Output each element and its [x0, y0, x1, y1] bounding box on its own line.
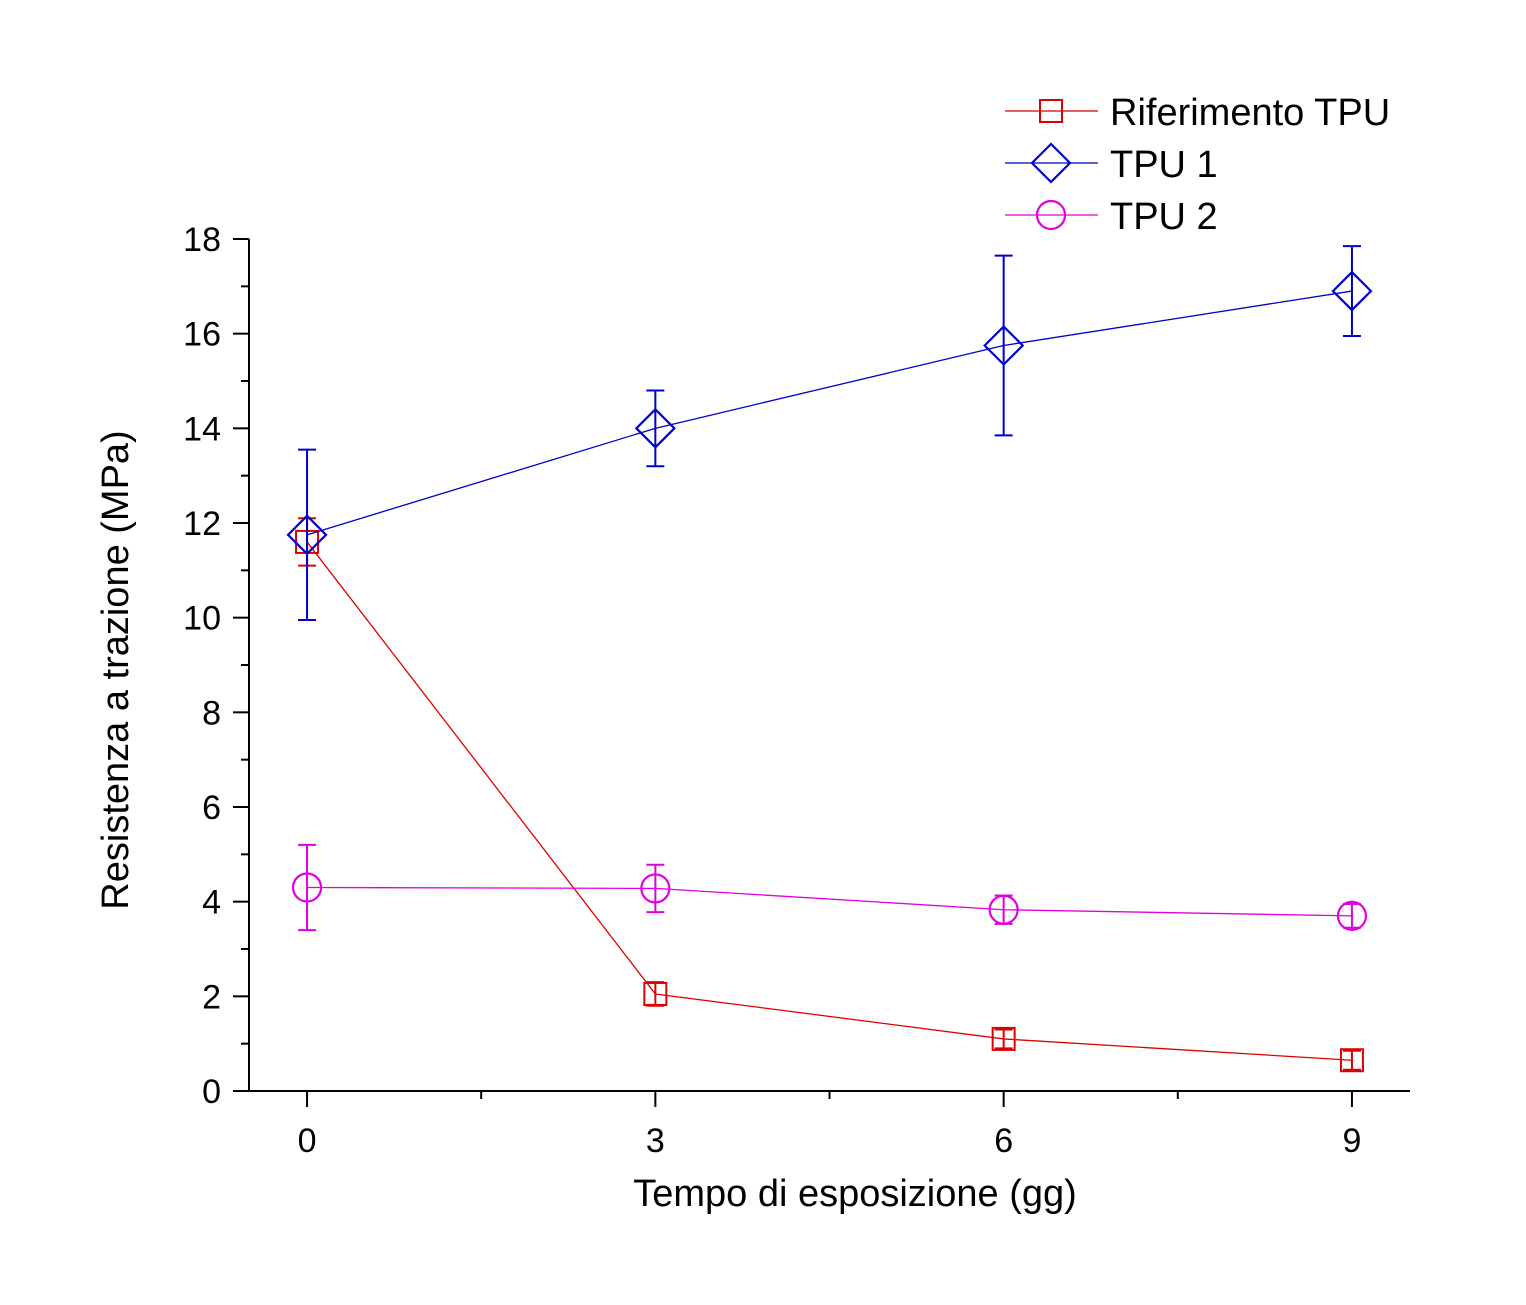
x-tick-label: 6 — [994, 1122, 1013, 1160]
data-point-tpu-1 — [286, 514, 328, 556]
data-point-tpu-2 — [988, 894, 1019, 925]
legend-item-tpu-1: TPU 1 — [1005, 142, 1218, 186]
legend-item-tpu-2: TPU 2 — [1005, 196, 1218, 238]
legend: Riferimento TPU TPU 1 TPU 2 — [1005, 92, 1390, 238]
y-tick-label: 6 — [202, 789, 221, 827]
legend-label: TPU 2 — [1110, 196, 1218, 238]
y-tick-label: 16 — [183, 316, 221, 354]
x-tick-label: 3 — [646, 1122, 665, 1160]
data-point-riferimento-tpu — [1339, 1048, 1364, 1073]
y-tick-label: 2 — [202, 978, 221, 1016]
series-riferimento-tpu — [295, 517, 1364, 1073]
legend-item-riferimento-tpu: Riferimento TPU — [1005, 92, 1390, 134]
y-tick-label: 4 — [202, 884, 221, 922]
y-tick-label: 10 — [183, 600, 221, 638]
x-tick-label: 9 — [1342, 1122, 1361, 1160]
series-line-tpu-2 — [307, 886, 1352, 917]
data-point-tpu-1 — [983, 324, 1025, 367]
legend-marker — [1039, 99, 1063, 123]
series-tpu-2 — [291, 843, 1368, 932]
series-layer — [286, 245, 1373, 1073]
y-tick-label: 0 — [202, 1073, 221, 1111]
data-point-tpu-2 — [640, 873, 671, 904]
data-point-tpu-1 — [1331, 270, 1373, 312]
axes: 0 2 4 6 8 10 12 14 16 18 0 3 6 9 — [183, 221, 1410, 1160]
data-point-tpu-1 — [634, 407, 676, 449]
legend-marker — [1030, 142, 1072, 184]
series-tpu-1 — [286, 245, 1373, 622]
data-point-riferimento-tpu — [991, 1026, 1016, 1051]
y-tick-label: 14 — [183, 410, 221, 448]
y-tick-label: 18 — [183, 221, 221, 259]
series-line-riferimento-tpu — [306, 541, 1352, 1061]
data-point-riferimento-tpu — [643, 981, 668, 1006]
y-tick-label: 12 — [183, 505, 221, 543]
series-line-tpu-1 — [306, 290, 1353, 536]
x-axis-title: Tempo di esposizione (gg) — [633, 1173, 1077, 1215]
data-point-tpu-2 — [291, 872, 323, 903]
data-point-tpu-2 — [1336, 900, 1368, 931]
y-tick-label: 8 — [202, 694, 221, 732]
legend-marker — [1035, 199, 1067, 231]
y-axis-title: Resistenza a trazione (MPa) — [95, 430, 137, 909]
legend-label: TPU 1 — [1110, 144, 1218, 186]
legend-label: Riferimento TPU — [1110, 92, 1390, 134]
x-tick-label: 0 — [298, 1122, 317, 1160]
